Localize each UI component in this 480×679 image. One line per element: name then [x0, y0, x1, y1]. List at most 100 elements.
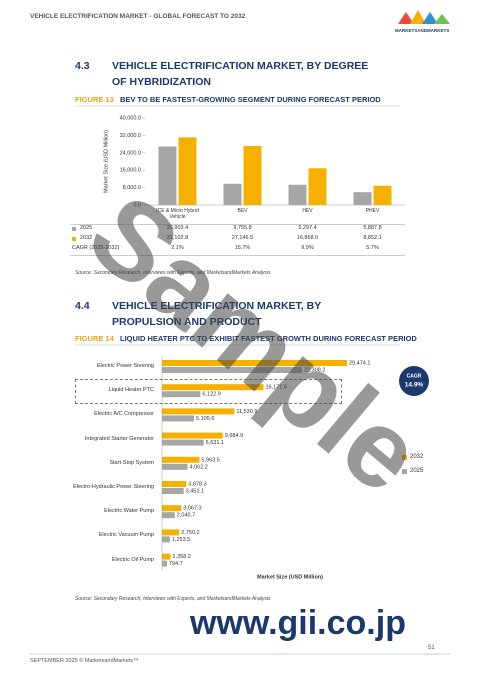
y-tick-label: 8,000.0 — [123, 185, 141, 191]
table-cell: 27,146.5 — [231, 235, 254, 241]
bar — [162, 391, 201, 398]
legend-label: 2025 — [80, 225, 93, 231]
bar — [308, 168, 327, 205]
legend-swatch — [402, 455, 407, 460]
x-tick-label: HEV — [302, 208, 313, 214]
table-cell: 15.7% — [234, 245, 251, 251]
y-tick-label: 40,000.0 — [120, 115, 141, 121]
table-cell: 9.9% — [301, 245, 314, 251]
section-title: VEHICLE ELECTRIFICATION MARKET, BY DEGRE… — [112, 60, 369, 88]
category-label: Liquid Heater PTC — [108, 387, 154, 394]
watermark-site: www.gii.co.jp — [190, 604, 406, 642]
value-label: 5,105.6 — [196, 416, 214, 422]
value-label: 11,530.9 — [236, 409, 257, 415]
table-cell: 2.1% — [171, 245, 184, 251]
figure-title: BEV TO BE FASTEST-GROWING SEGMENT DURING… — [120, 95, 381, 104]
x-tick-label: BEV — [237, 208, 248, 214]
bar — [162, 512, 175, 519]
footer-text: SEPTEMBER 2025 © MarketsandMarkets™ — [30, 658, 139, 664]
value-label: 4,062.2 — [189, 464, 207, 470]
bar — [162, 367, 303, 373]
y-tick-label: 32,000.0 — [120, 133, 141, 139]
value-label: 16,171.6 — [266, 385, 287, 391]
category-label: Electric Oil Pump — [111, 556, 154, 563]
bar — [162, 481, 187, 487]
value-label: 29,474.1 — [349, 360, 370, 366]
y-tick-label: 0.0 — [133, 202, 141, 208]
figure-label: FIGURE 14 — [75, 334, 114, 343]
category-label: Electric Vacuum Pump — [98, 532, 154, 539]
section-title: VEHICLE ELECTRIFICATION MARKET, BY PROPU… — [112, 300, 322, 328]
table-cell: 5.7% — [366, 245, 379, 251]
callout-circle — [399, 366, 429, 396]
value-label: 794.7 — [169, 561, 183, 567]
value-label: 1,253.5 — [172, 537, 190, 543]
category-label: Electric Power Steering — [96, 363, 154, 369]
table-cell: 31,102.8 — [166, 235, 189, 241]
bar — [162, 439, 204, 446]
section-number: 4.3 — [75, 60, 90, 72]
bar — [288, 184, 307, 205]
callout-value: 14.9% — [405, 382, 424, 389]
legend-label: 2025 — [410, 468, 424, 474]
bar — [162, 553, 171, 560]
category-label: Electro-Hydraulic Power Steering — [72, 484, 154, 490]
bar — [162, 463, 188, 470]
category-label: Integrated Starter Generator — [84, 435, 154, 442]
legend-swatch — [72, 237, 76, 241]
x-tick-label: PHEV — [365, 208, 380, 214]
figure-label: FIGURE 13 — [75, 95, 114, 104]
value-label: 3,451.1 — [186, 488, 204, 494]
value-label: 6,631.1 — [206, 440, 224, 446]
figure-title: LIQUID HEATER PTC TO EXHIBIT FASTEST GRO… — [120, 334, 417, 343]
value-label: 22,308.2 — [304, 367, 325, 373]
source: Source: Secondary Research, Interviews w… — [75, 596, 271, 602]
table-cell: 9,755.8 — [233, 225, 252, 231]
bar — [162, 384, 264, 391]
table-cell: 9,297.4 — [298, 225, 317, 231]
bar — [162, 408, 235, 415]
logo-text: MARKETSANDMARKETS — [395, 28, 450, 33]
bar — [178, 137, 197, 205]
category-label: Electric A/C Compressor — [94, 411, 154, 418]
table-cell: 16,868.0 — [296, 235, 319, 241]
bar — [162, 456, 200, 463]
value-label: 5,963.5 — [201, 457, 219, 463]
legend-label: 2032 — [410, 454, 424, 460]
bar — [162, 560, 167, 567]
x-axis-label: Market Size (USD Million) — [257, 574, 323, 580]
highlight-box — [75, 379, 342, 405]
page-number: 51 — [428, 645, 435, 651]
source: Source: Secondary Research, Interviews w… — [75, 270, 271, 276]
value-label: 2,750.2 — [181, 530, 199, 536]
value-label: 9,684.9 — [225, 433, 243, 439]
table-rule — [70, 224, 405, 256]
table-cell: 8,852.1 — [363, 235, 382, 241]
legend-label: 2032 — [80, 235, 93, 241]
bar — [162, 432, 223, 439]
bar — [158, 146, 177, 205]
y-tick-label: 24,000.0 — [120, 150, 141, 156]
category-label: Electric Water Pump — [104, 508, 154, 515]
bar — [162, 536, 170, 543]
value-label: 3,878.3 — [188, 481, 206, 487]
bar — [353, 192, 372, 205]
x-tick-label: ICE & Micro Hybrid Vehicle — [156, 208, 199, 220]
bar — [373, 185, 392, 205]
y-tick-label: 16,000.0 — [120, 168, 141, 174]
y-axis-label: Market Size (USD Million) — [103, 130, 109, 193]
bar — [162, 360, 347, 366]
legend-swatch — [72, 227, 76, 231]
logo-icon — [398, 10, 450, 24]
legend-swatch — [402, 469, 407, 474]
bar — [162, 415, 195, 422]
table-cell: 5,887.8 — [363, 225, 382, 231]
callout-label: CAGR — [407, 373, 422, 379]
table-row-label: CAGR (2025-2032) — [72, 245, 120, 251]
bar — [243, 145, 262, 205]
value-label: 2,040.7 — [177, 513, 195, 519]
bar — [223, 183, 242, 205]
bar — [162, 529, 180, 536]
